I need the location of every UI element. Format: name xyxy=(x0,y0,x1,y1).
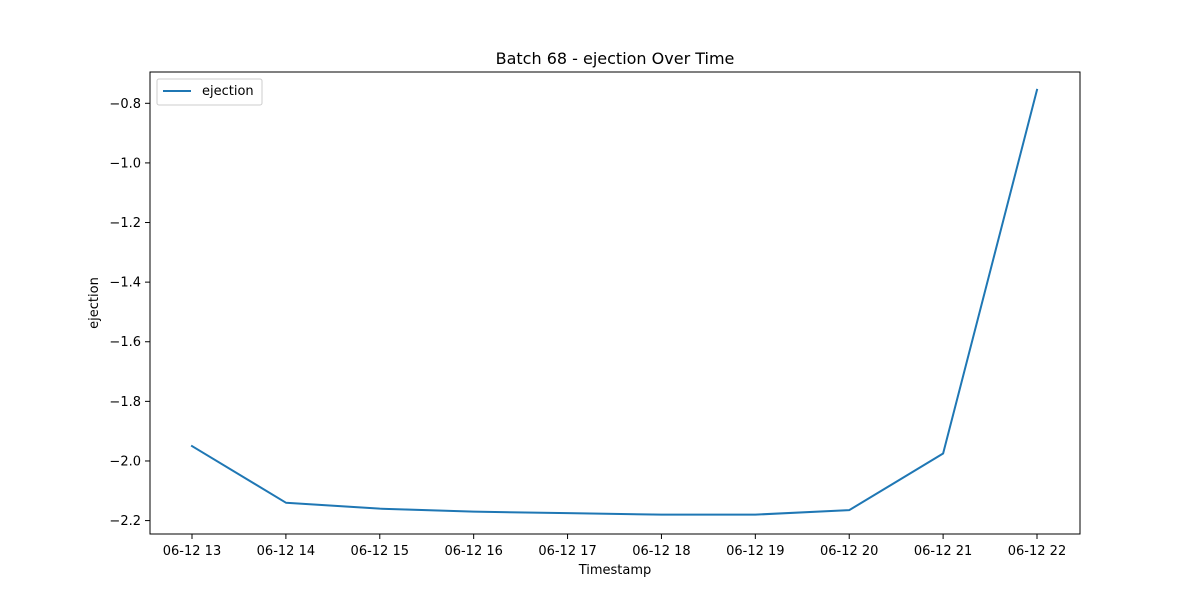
y-tick-label: −1.6 xyxy=(109,335,141,350)
legend-box xyxy=(156,78,263,106)
x-axis: 06-12 13 06-12 14 06-12 15 06-12 16 06-12 17… xyxy=(163,534,1066,559)
y-tick-label: −1.2 xyxy=(109,216,141,231)
y-tick-label: −1.8 xyxy=(109,395,141,410)
y-tick-label: −2.0 xyxy=(109,454,141,469)
x-tick-label: 06-12 19 xyxy=(726,544,784,559)
x-tick-label: 06-12 20 xyxy=(820,544,878,559)
x-tick-label: 06-12 22 xyxy=(1008,544,1066,559)
plot-area-frame xyxy=(149,71,1081,535)
y-tick-label: −1.4 xyxy=(109,276,141,291)
x-tick-label: 06-12 17 xyxy=(538,544,596,559)
y-tick-label: −1.0 xyxy=(109,156,141,171)
x-tick-label: 06-12 14 xyxy=(257,544,315,559)
legend: ejection xyxy=(156,78,263,106)
x-axis-label: Timestamp xyxy=(578,563,652,578)
series-line-ejection xyxy=(190,88,1039,516)
x-tick-label: 06-12 18 xyxy=(632,544,690,559)
x-tick-label: 06-12 21 xyxy=(914,544,972,559)
y-tick-label: −0.8 xyxy=(109,97,141,112)
x-tick-label: 06-12 15 xyxy=(351,544,409,559)
chart-title: Batch 68 - ejection Over Time xyxy=(496,49,735,68)
legend-label: ejection xyxy=(202,84,254,99)
y-axis: −2.2 −2.0 −1.8 −1.6 −1.4 −1.2 −1.0 −0.8 xyxy=(109,97,150,529)
x-tick-label: 06-12 16 xyxy=(444,544,502,559)
y-tick-label: −2.2 xyxy=(109,514,141,529)
x-tick-label: 06-12 13 xyxy=(163,544,221,559)
series-group xyxy=(190,88,1039,516)
y-axis-label: ejection xyxy=(87,277,102,329)
